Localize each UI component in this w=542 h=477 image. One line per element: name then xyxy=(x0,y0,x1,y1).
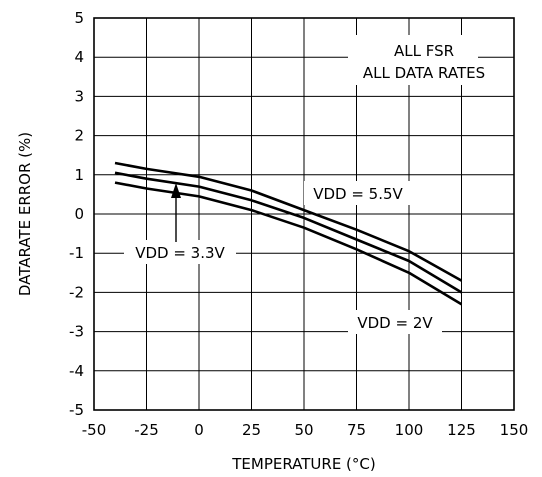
annotation-line-1: ALL FSR xyxy=(394,42,454,60)
label-vdd33-bg xyxy=(124,240,236,264)
label-vdd2-bg xyxy=(348,310,442,334)
y-tick-label: -1 xyxy=(69,244,84,262)
series-line-1 xyxy=(114,161,463,282)
x-tick-label: 50 xyxy=(294,421,313,439)
series-line-2 xyxy=(114,171,463,294)
x-tick-label: -25 xyxy=(134,421,159,439)
y-tick-label: -2 xyxy=(69,283,84,301)
label-vdd55: VDD = 5.5V xyxy=(313,185,403,203)
label-vdd55-bg xyxy=(304,181,412,205)
y-tick-label: -5 xyxy=(69,401,84,419)
label-vdd2: VDD = 2V xyxy=(357,314,433,332)
y-tick-label: 4 xyxy=(74,48,84,66)
series-line-3 xyxy=(114,181,463,306)
y-tick-label: 2 xyxy=(74,127,84,145)
x-tick-label: 150 xyxy=(500,421,529,439)
y-tick-labels: -5 -4 -3 -2 -1 0 1 2 3 4 5 xyxy=(69,9,84,419)
series-group xyxy=(114,161,463,306)
y-tick-label: 5 xyxy=(74,9,84,27)
x-tick-label: -50 xyxy=(82,421,107,439)
x-tick-label: 125 xyxy=(447,421,476,439)
x-axis-title: TEMPERATURE (°C) xyxy=(231,455,376,473)
y-tick-label: -3 xyxy=(69,323,84,341)
y-tick-label: 0 xyxy=(74,205,84,223)
arrow-head xyxy=(171,183,181,198)
x-tick-label: 75 xyxy=(347,421,366,439)
plot-frame xyxy=(93,17,515,411)
y-axis-title: DATARATE ERROR (%) xyxy=(16,132,34,296)
annotation-line-2: ALL DATA RATES xyxy=(363,64,485,82)
x-tick-label: 0 xyxy=(194,421,204,439)
annotation-box-bg xyxy=(348,35,478,85)
y-tick-label: 1 xyxy=(74,166,84,184)
x-tick-label: 25 xyxy=(242,421,261,439)
label-vdd33: VDD = 3.3V xyxy=(135,244,225,262)
x-tick-labels: -50 -25 0 25 50 75 100 125 150 xyxy=(82,421,529,439)
y-tick-label: 3 xyxy=(74,87,84,105)
x-tick-label: 100 xyxy=(395,421,424,439)
y-tick-label: -4 xyxy=(69,362,84,380)
